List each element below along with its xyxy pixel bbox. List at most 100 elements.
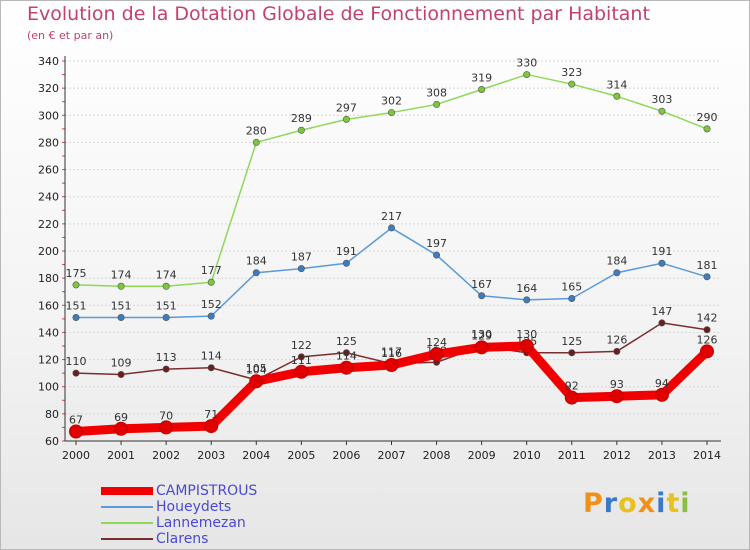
y-tick-label: 300	[38, 109, 59, 122]
data-point	[700, 344, 714, 359]
data-label: 129	[471, 329, 492, 342]
y-tick-label: 320	[38, 82, 59, 95]
data-point	[297, 353, 305, 361]
data-point	[69, 424, 83, 439]
data-label: 130	[516, 328, 537, 341]
x-tick-label: 2013	[648, 449, 676, 462]
data-point	[162, 365, 170, 373]
data-label: 92	[565, 380, 579, 393]
x-tick-label: 2010	[513, 449, 541, 462]
y-tick-label: 240	[38, 191, 59, 204]
data-label: 142	[697, 312, 718, 325]
data-point	[252, 269, 260, 277]
data-label: 151	[156, 300, 177, 313]
data-point	[433, 251, 441, 259]
data-point	[249, 374, 264, 389]
data-label: 290	[697, 111, 718, 124]
data-label: 174	[111, 268, 132, 281]
logo-letter: i	[680, 488, 691, 519]
data-label: 113	[156, 351, 177, 364]
data-label: 174	[156, 268, 177, 281]
data-point	[342, 259, 350, 267]
data-label: 184	[246, 255, 267, 268]
logo-letter: x	[637, 488, 657, 519]
data-point	[252, 138, 260, 146]
data-point	[478, 86, 486, 94]
data-label: 191	[651, 245, 672, 258]
data-label: 184	[606, 255, 627, 268]
data-point	[703, 125, 711, 133]
y-tick-label: 280	[38, 136, 59, 149]
data-point	[162, 313, 170, 321]
data-label: 69	[114, 411, 128, 424]
y-tick-label: 140	[38, 326, 59, 339]
data-label: 104	[246, 363, 267, 376]
data-label: 191	[336, 245, 357, 258]
y-tick-label: 160	[38, 299, 59, 312]
data-point	[117, 313, 125, 321]
y-tick-label: 80	[45, 408, 59, 421]
data-point	[658, 107, 666, 115]
data-label: 125	[336, 335, 357, 348]
legend-item: CAMPISTROUS	[101, 483, 321, 499]
legend-label: Houeydets	[156, 499, 232, 515]
data-label: 308	[426, 86, 447, 99]
data-label: 175	[66, 267, 87, 280]
data-label: 111	[291, 354, 312, 367]
legend-item: Lannemezan	[101, 515, 321, 531]
x-tick-label: 2011	[558, 449, 586, 462]
data-label: 105	[246, 362, 267, 375]
y-tick-label: 180	[38, 272, 59, 285]
logo-letter: i	[656, 488, 667, 519]
y-tick-label: 260	[38, 164, 59, 177]
data-point	[384, 358, 399, 372]
data-point	[523, 71, 531, 79]
data-label: 114	[336, 350, 357, 363]
legend-label: CAMPISTROUS	[156, 483, 258, 499]
logo-letter: t	[666, 488, 681, 519]
data-point	[207, 278, 215, 286]
data-label: 197	[426, 237, 447, 250]
data-point	[658, 319, 666, 327]
data-label: 164	[516, 282, 537, 295]
data-point	[207, 364, 215, 372]
data-point	[654, 387, 669, 402]
legend-swatch	[101, 538, 153, 540]
data-point	[342, 349, 350, 357]
logo-letter: o	[618, 488, 638, 519]
legend: CAMPISTROUS Houeydets Lannemezan Clarens	[101, 483, 321, 547]
data-label: 297	[336, 101, 357, 114]
data-point	[613, 347, 621, 355]
data-label: 181	[697, 259, 718, 272]
data-label: 117	[381, 346, 402, 359]
x-tick-label: 2014	[693, 449, 721, 462]
data-point	[433, 100, 441, 108]
data-label: 147	[651, 305, 672, 318]
data-label: 330	[516, 57, 537, 70]
legend-swatch	[101, 506, 153, 508]
data-label: 217	[381, 210, 402, 223]
legend-item: Clarens	[101, 531, 321, 547]
data-point	[387, 109, 395, 117]
data-label: 302	[381, 95, 402, 108]
data-label: 280	[246, 124, 267, 137]
data-label: 289	[291, 112, 312, 125]
legend-swatch	[101, 487, 153, 495]
data-label: 67	[69, 414, 83, 427]
x-tick-label: 2002	[152, 449, 180, 462]
data-point	[703, 326, 711, 334]
data-label: 114	[201, 350, 222, 363]
y-tick-label: 200	[38, 245, 59, 258]
data-point	[159, 420, 174, 435]
data-label: 167	[471, 278, 492, 291]
data-point	[72, 369, 80, 377]
data-label: 93	[610, 378, 624, 391]
x-tick-label: 2007	[378, 449, 406, 462]
data-label: 94	[655, 377, 669, 390]
legend-label: Lannemezan	[156, 515, 246, 531]
y-tick-label: 100	[38, 381, 59, 394]
data-point	[114, 421, 129, 436]
x-tick-label: 2012	[603, 449, 631, 462]
data-label: 152	[201, 298, 222, 311]
